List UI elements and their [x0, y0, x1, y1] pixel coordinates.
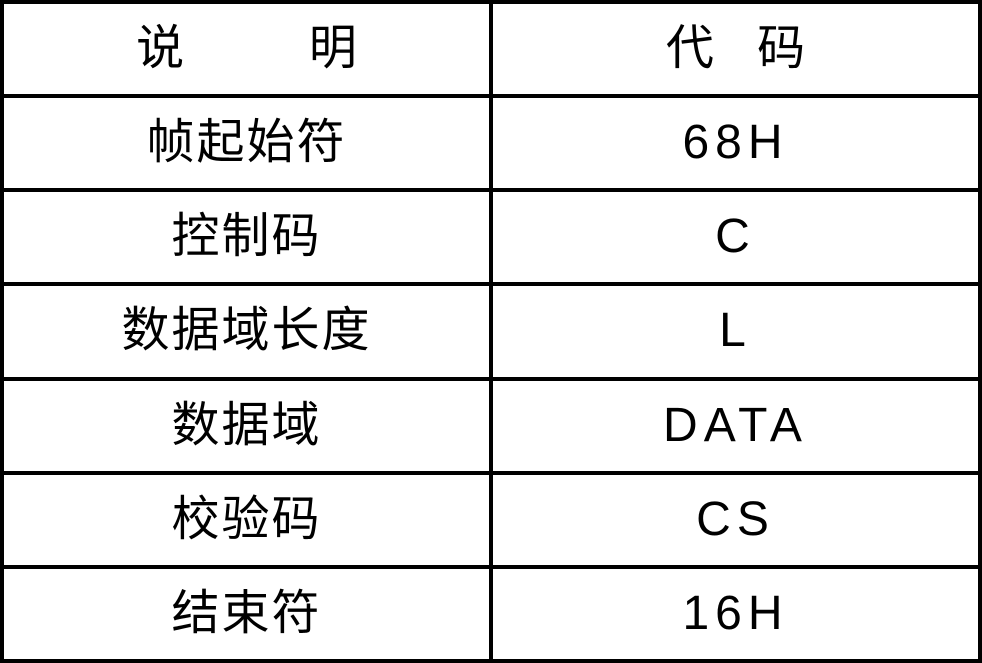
cell-desc-4: 校验码: [2, 473, 491, 567]
header-description: 说明: [2, 2, 491, 96]
cell-desc-5: 结束符: [2, 567, 491, 661]
header-code-char2: 码: [757, 22, 805, 75]
cell-desc-3: 数据域: [2, 379, 491, 473]
table-row: 数据域长度 L: [2, 284, 980, 378]
cell-code-5: 16H: [491, 567, 980, 661]
cell-desc-2: 数据域长度: [2, 284, 491, 378]
table-header-row: 说明 代码: [2, 2, 980, 96]
header-desc-char1: 说: [136, 22, 184, 75]
table-row: 帧起始符 68H: [2, 96, 980, 190]
cell-code-2: L: [491, 284, 980, 378]
table-row: 校验码 CS: [2, 473, 980, 567]
cell-code-0: 68H: [491, 96, 980, 190]
cell-desc-1: 控制码: [2, 190, 491, 284]
table-row: 结束符 16H: [2, 567, 980, 661]
cell-desc-0: 帧起始符: [2, 96, 491, 190]
table-row: 数据域 DATA: [2, 379, 980, 473]
table-row: 控制码 C: [2, 190, 980, 284]
frame-format-table: 说明 代码 帧起始符 68H 控制码 C 数据域长度 L 数据域 DATA: [0, 0, 982, 663]
cell-code-3: DATA: [491, 379, 980, 473]
frame-format-table-container: 说明 代码 帧起始符 68H 控制码 C 数据域长度 L 数据域 DATA: [0, 0, 982, 663]
header-code-char1: 代: [666, 22, 714, 75]
cell-code-1: C: [491, 190, 980, 284]
header-code: 代码: [491, 2, 980, 96]
cell-code-4: CS: [491, 473, 980, 567]
header-desc-char2: 明: [309, 22, 357, 75]
